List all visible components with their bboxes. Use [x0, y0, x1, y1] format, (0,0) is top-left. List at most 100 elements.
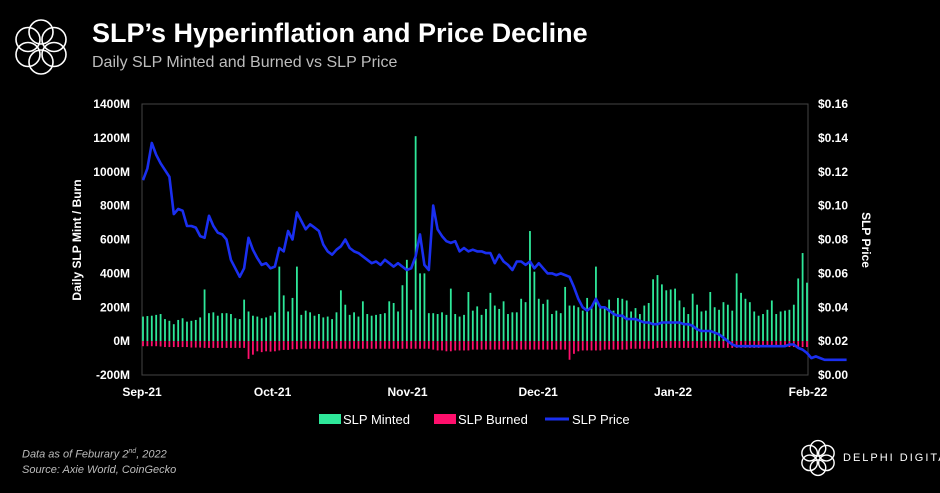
- minted-bar: [436, 314, 439, 342]
- burned-bar: [449, 341, 452, 352]
- minted-bar: [674, 288, 676, 342]
- minted-bar: [713, 307, 716, 342]
- plot-area: [141, 103, 809, 376]
- burned-bar: [260, 341, 263, 353]
- x-tick-label: Nov-21: [388, 385, 428, 399]
- burned-bar: [436, 341, 439, 351]
- minted-bar: [212, 312, 215, 342]
- minted-bar: [625, 300, 628, 342]
- minted-bar: [405, 259, 408, 342]
- minted-bar: [533, 271, 536, 342]
- burned-bar: [313, 341, 316, 349]
- y-right-tick-label: $0.04: [818, 300, 848, 314]
- burned-bar: [520, 341, 523, 350]
- minted-bar: [423, 273, 426, 342]
- minted-bar: [164, 319, 166, 342]
- minted-bar: [559, 313, 562, 342]
- x-tick-label: Dec-21: [518, 385, 558, 399]
- burned-bar: [282, 341, 285, 350]
- burned-bar: [498, 341, 501, 350]
- burned-bar: [322, 341, 325, 349]
- burned-bar: [427, 341, 430, 349]
- burned-bar: [617, 341, 619, 350]
- minted-bar: [792, 304, 795, 342]
- minted-bar: [199, 317, 202, 342]
- burned-bar: [603, 341, 606, 350]
- minted-bar: [471, 310, 474, 342]
- y-left-axis-title: Daily SLP Mint / Burn: [70, 179, 84, 300]
- burned-bar: [744, 341, 747, 348]
- minted-bar: [379, 314, 382, 342]
- minted-bar: [735, 273, 738, 342]
- minted-bar: [770, 300, 773, 342]
- burned-bar: [674, 341, 676, 348]
- legend-minted-swatch: [319, 414, 341, 424]
- minted-bar: [357, 316, 360, 342]
- burned-bar: [150, 341, 153, 347]
- minted-bar: [353, 312, 355, 342]
- minted-bar: [370, 315, 373, 342]
- minted-bar: [630, 311, 633, 342]
- burned-bar: [643, 341, 646, 349]
- minted-bar: [797, 278, 800, 342]
- y-right-tick-label: $0.08: [818, 233, 848, 247]
- minted-bar: [665, 290, 668, 342]
- burned-bar: [766, 341, 769, 348]
- minted-bar: [344, 304, 347, 342]
- burned-bar: [682, 341, 685, 348]
- burned-bar: [537, 341, 540, 350]
- burned-bar: [647, 341, 650, 349]
- minted-bar: [806, 282, 808, 342]
- burned-bar: [467, 341, 470, 351]
- minted-bar: [722, 302, 725, 342]
- minted-bar: [383, 313, 386, 342]
- minted-bar: [784, 310, 786, 342]
- burned-bar: [208, 341, 210, 348]
- burned-bar: [344, 341, 347, 349]
- burned-bar: [660, 341, 663, 348]
- minted-bar: [247, 311, 250, 342]
- price-line: [141, 141, 847, 362]
- burned-bar: [471, 341, 474, 350]
- minted-bar: [203, 289, 206, 342]
- minted-bar: [274, 312, 276, 342]
- y-left-tick-label: 400M: [100, 266, 130, 280]
- burned-bar: [735, 341, 738, 348]
- minted-bar: [458, 316, 461, 342]
- minted-bar: [313, 315, 316, 342]
- minted-bar: [581, 310, 584, 342]
- minted-bar: [278, 266, 281, 342]
- minted-bar: [498, 308, 501, 342]
- burned-bar: [480, 341, 483, 350]
- legend-minted-label: SLP Minted: [343, 412, 410, 427]
- burned-bar: [331, 341, 333, 349]
- burned-bar: [361, 341, 364, 349]
- burned-bar: [168, 341, 171, 348]
- minted-bar: [401, 285, 404, 342]
- burned-bar: [366, 341, 369, 349]
- x-tick-label: Sep-21: [122, 385, 162, 399]
- minted-bar: [603, 308, 606, 342]
- minted-bar: [775, 314, 778, 342]
- burned-bar: [704, 341, 707, 348]
- minted-bar: [146, 316, 149, 342]
- minted-bar: [287, 311, 290, 342]
- y-right-tick-label: $0.14: [818, 131, 848, 145]
- chart-subtitle: Daily SLP Minted and Burned vs SLP Price: [92, 54, 398, 71]
- source-note: Source: Axie World, CoinGecko: [22, 463, 177, 476]
- burned-bar: [621, 341, 624, 350]
- burned-bar: [577, 341, 580, 352]
- y-left-tick-label: 0M: [113, 334, 130, 348]
- burned-bar: [529, 341, 531, 350]
- minted-bar: [520, 298, 523, 342]
- y-left-tick-label: 1400M: [93, 97, 130, 111]
- burned-bar: [669, 341, 672, 348]
- minted-bar: [339, 290, 342, 342]
- minted-bar: [190, 320, 193, 342]
- minted-bar: [779, 311, 782, 342]
- minted-bar: [155, 314, 158, 342]
- minted-bar: [639, 314, 641, 342]
- burned-bar: [502, 341, 505, 350]
- minted-bar: [419, 273, 421, 342]
